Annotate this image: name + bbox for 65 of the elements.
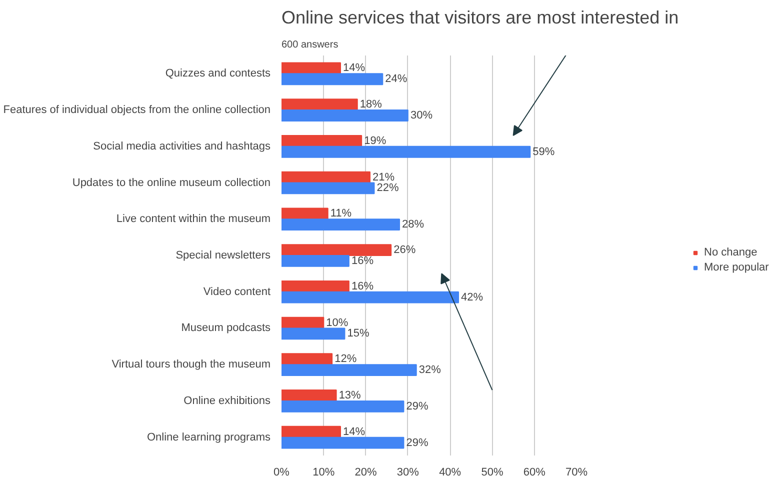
data-label: 18% <box>360 98 382 111</box>
y-tick-label: Features of individual objects from the online collection <box>3 104 270 116</box>
y-tick-label: Museum podcasts <box>181 322 271 334</box>
y-tick-label: Online exhibitions <box>184 394 271 407</box>
data-label: 21% <box>372 171 395 184</box>
x-tick-label: 0% <box>274 466 290 478</box>
data-label: 22% <box>376 182 399 194</box>
data-label: 15% <box>347 328 370 340</box>
bar <box>282 146 531 158</box>
bar <box>282 255 350 267</box>
data-label: 12% <box>334 353 357 366</box>
bar <box>282 98 358 111</box>
x-tick-label: 30% <box>396 466 420 478</box>
bar <box>282 353 333 366</box>
data-label: 11% <box>330 208 352 220</box>
data-label: 24% <box>385 73 408 86</box>
data-label: 59% <box>532 146 555 158</box>
data-label: 26% <box>394 244 416 256</box>
chart-subtitle: 600 answers <box>282 40 338 50</box>
x-tick-label: 10% <box>312 466 335 478</box>
bar <box>282 390 337 402</box>
bar <box>282 110 408 122</box>
legend-label: No change <box>704 246 758 258</box>
bar <box>282 182 375 194</box>
y-tick-label: Special newsletters <box>176 250 271 262</box>
x-tick-label: 70% <box>565 466 588 478</box>
chart-title: Online services that visitors are most interested in <box>282 8 679 28</box>
bar <box>282 436 404 449</box>
bar <box>282 364 417 376</box>
bar <box>282 328 346 340</box>
data-label: 19% <box>364 134 386 147</box>
y-tick-label: Social media activities and hashtags <box>93 140 271 152</box>
y-tick-label: Online learning programs <box>146 431 271 444</box>
data-label: 32% <box>418 364 442 376</box>
data-label: 28% <box>402 218 424 231</box>
x-tick-label: 20% <box>354 466 378 478</box>
bar <box>282 426 341 438</box>
y-tick-label: Live content within the museum <box>116 213 271 226</box>
data-label: 42% <box>461 291 484 304</box>
x-tick-label: 60% <box>523 466 546 478</box>
bar <box>282 135 362 147</box>
x-tick-label: 50% <box>481 466 504 478</box>
legend-label: More popular <box>704 261 769 273</box>
bar <box>282 171 370 184</box>
bar <box>282 244 392 256</box>
bar <box>282 208 328 220</box>
data-label: 13% <box>338 390 362 402</box>
data-label: 10% <box>326 316 348 329</box>
bar <box>282 291 459 304</box>
data-label: 30% <box>410 110 433 122</box>
bar <box>282 218 400 231</box>
data-label: 29% <box>406 400 428 412</box>
data-label: 29% <box>406 436 428 449</box>
data-label: 14% <box>343 62 366 74</box>
bar <box>282 73 384 86</box>
x-tick-label: 40% <box>439 466 462 478</box>
data-label: 16% <box>351 254 374 267</box>
y-tick-label: Video content <box>203 286 271 298</box>
y-tick-label: Quizzes and contests <box>165 68 271 80</box>
y-tick-label: Virtual tours though the museum <box>112 358 271 371</box>
data-label: 16% <box>351 280 374 292</box>
bar <box>282 400 404 412</box>
bar <box>282 280 350 292</box>
data-label: 14% <box>343 426 366 438</box>
y-tick-label: Updates to the online museum collection <box>72 176 271 189</box>
